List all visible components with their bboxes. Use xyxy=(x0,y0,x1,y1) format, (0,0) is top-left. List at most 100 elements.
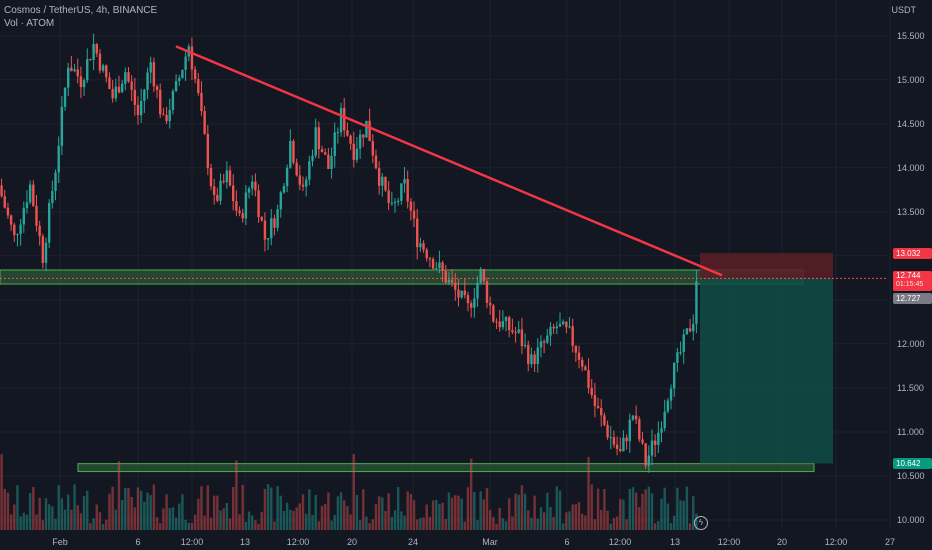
candle-body xyxy=(568,326,571,328)
volume-bar xyxy=(184,519,187,530)
x-tick-label: 13 xyxy=(240,537,250,547)
overlay-lines[interactable] xyxy=(0,45,888,279)
volume-bar xyxy=(625,519,628,530)
support-zone-upper[interactable] xyxy=(0,269,804,285)
take-profit-zone[interactable] xyxy=(700,278,833,464)
volume-bar xyxy=(431,500,435,530)
volume-bar xyxy=(92,518,95,530)
volume-bar xyxy=(653,523,657,530)
x-tick-label: 12:00 xyxy=(287,537,310,547)
volume-bar xyxy=(231,487,235,530)
volume-bar xyxy=(108,493,111,530)
volume-bar xyxy=(536,518,539,530)
candle-body xyxy=(390,202,394,204)
volume-bar xyxy=(152,484,156,530)
last-price-value: 12.744 xyxy=(896,271,921,281)
candle-body xyxy=(374,155,378,169)
volume-bar xyxy=(343,500,346,530)
candle-body xyxy=(67,67,70,88)
volume-bar xyxy=(86,490,89,530)
volume-bar xyxy=(558,490,562,530)
volume-bar xyxy=(561,523,565,530)
candle-body xyxy=(517,329,520,333)
trendline[interactable] xyxy=(175,45,723,277)
candle-body xyxy=(317,127,321,150)
volume-bar xyxy=(371,519,374,530)
candle-body xyxy=(343,107,346,131)
volume-bar xyxy=(365,516,368,530)
volume-bar xyxy=(178,503,181,530)
volume-bar xyxy=(590,484,593,530)
volume-bar xyxy=(171,507,175,530)
volume-bar xyxy=(574,504,578,530)
volume-bar xyxy=(400,511,403,530)
candle-body xyxy=(70,67,73,72)
volume-bar xyxy=(631,487,635,530)
candle-body xyxy=(225,170,229,183)
candle-body xyxy=(650,440,654,456)
lightning-icon[interactable]: ϟ xyxy=(694,516,708,530)
candle-body xyxy=(638,419,641,440)
volume-bar xyxy=(295,507,298,530)
candle-body xyxy=(127,72,130,82)
candle-body xyxy=(435,268,438,270)
candle-body xyxy=(416,218,419,248)
volume-bar xyxy=(565,512,568,530)
candle-body xyxy=(634,415,638,420)
volume-bar xyxy=(279,495,282,530)
volume-bar xyxy=(523,493,527,530)
candle-body xyxy=(79,76,83,88)
candle-body xyxy=(212,186,216,195)
candle-body xyxy=(130,81,133,90)
candle-body xyxy=(339,107,343,133)
candle-body xyxy=(419,243,422,248)
volume-bar xyxy=(133,507,137,530)
candle-body xyxy=(222,180,225,183)
volume-label: Vol · ATOM xyxy=(4,18,55,29)
candle-body xyxy=(584,366,587,371)
support-zone-lower[interactable] xyxy=(77,463,815,473)
x-tick-label: 12:00 xyxy=(718,537,741,547)
volume-bar xyxy=(22,512,25,530)
volume-bar xyxy=(450,497,454,530)
time-axis[interactable]: Feb 6 12:00 13 12:00 20 24 Mar 6 12:00 13 12:00 20 12… xyxy=(52,537,895,547)
y-tick-label: 13.500 xyxy=(897,207,925,217)
volume-bar xyxy=(241,484,244,530)
volume-bar xyxy=(216,495,219,530)
candle-body xyxy=(685,328,689,335)
volume-bar xyxy=(622,499,625,530)
volume-bar xyxy=(495,523,498,530)
volume-bar xyxy=(60,498,64,530)
candle-body xyxy=(358,134,362,149)
candle-body xyxy=(254,181,257,191)
y-tick-label: 15.000 xyxy=(897,75,925,85)
volume-bar xyxy=(149,495,152,530)
volume-bar xyxy=(508,498,511,530)
volume-bar xyxy=(349,514,352,530)
volume-bar xyxy=(228,518,232,530)
candle-body xyxy=(625,437,628,442)
x-tick-label: 13 xyxy=(670,537,680,547)
candle-body xyxy=(409,201,413,211)
volume-bar xyxy=(615,516,619,530)
volume-bar xyxy=(98,512,102,530)
candle-body xyxy=(146,72,149,90)
volume-bar xyxy=(527,510,530,530)
volume-bar xyxy=(339,492,343,530)
volume-bar xyxy=(311,515,314,530)
candle-body xyxy=(466,295,470,304)
candle-body xyxy=(6,207,10,216)
volume-bar xyxy=(387,493,390,530)
candle-body xyxy=(152,62,156,87)
volume-bar xyxy=(409,493,413,530)
volume-bar xyxy=(511,516,514,530)
candles xyxy=(0,33,698,473)
volume-bar xyxy=(647,486,651,530)
candle-body xyxy=(457,289,460,298)
candle-body xyxy=(266,238,270,240)
volume-bar xyxy=(25,514,29,530)
candle-body xyxy=(86,59,89,81)
candle-body xyxy=(9,215,13,225)
volume-bar xyxy=(314,494,317,530)
